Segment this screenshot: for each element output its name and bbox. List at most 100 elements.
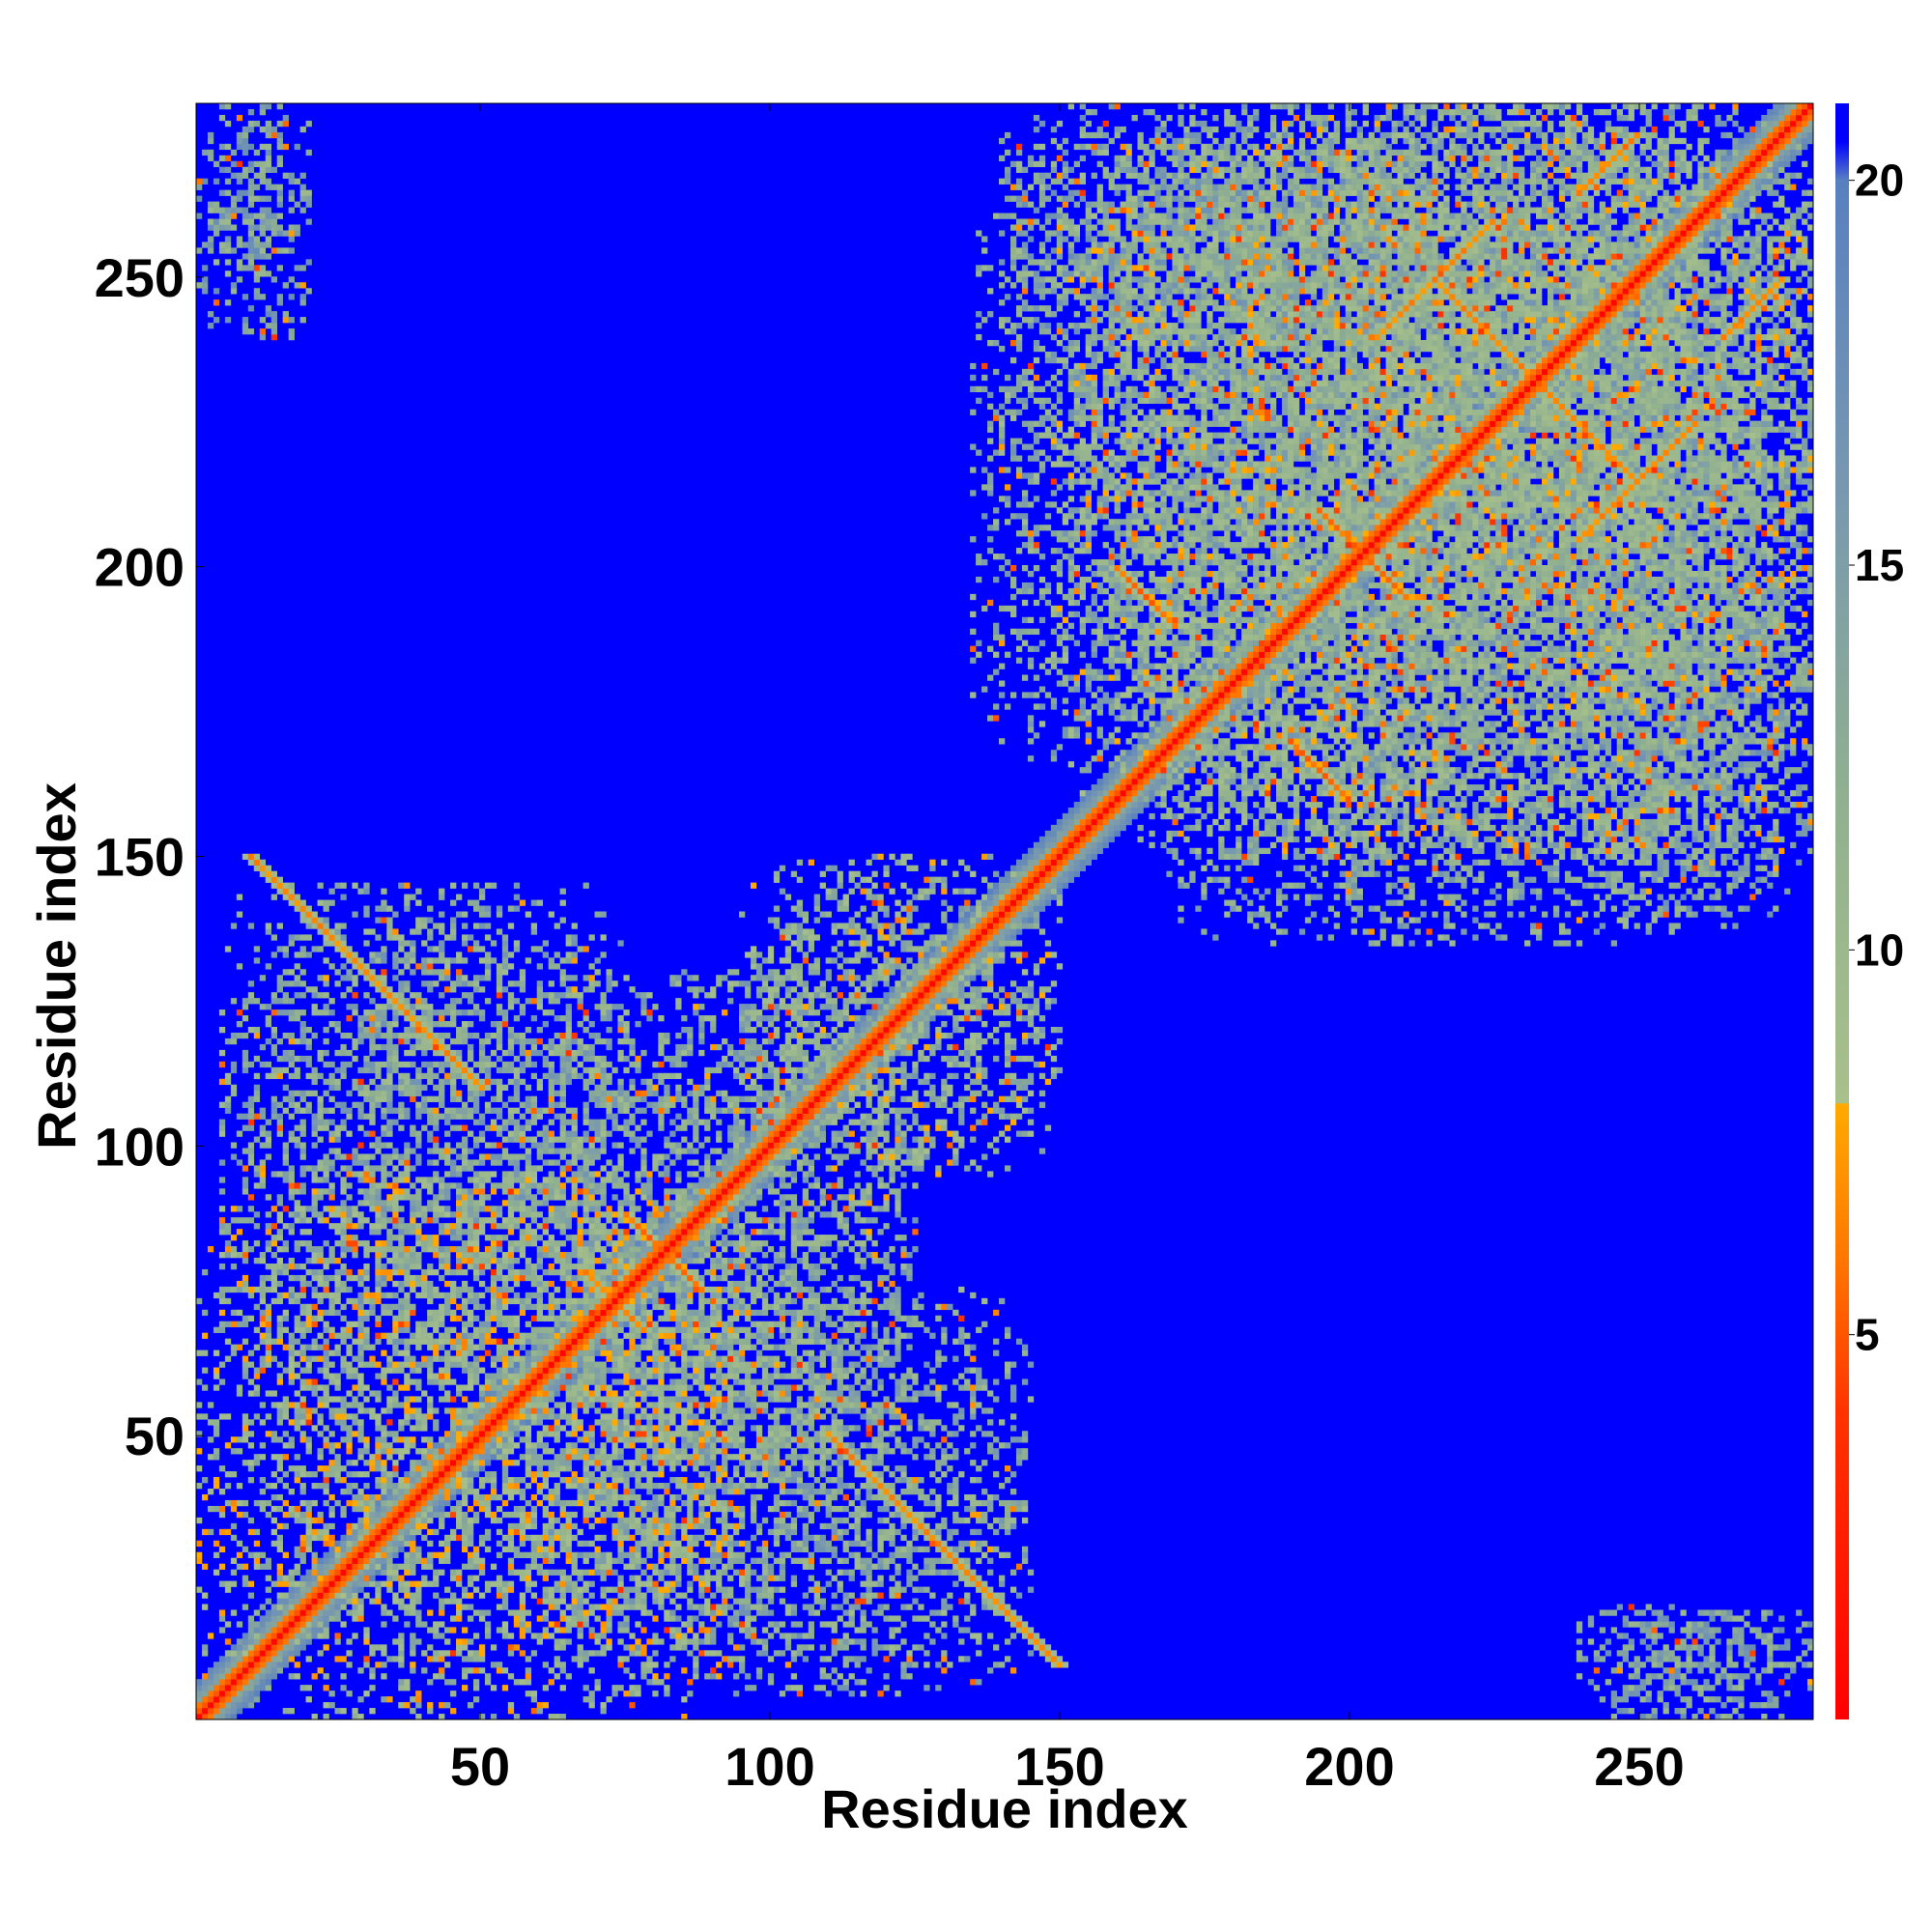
heatmap-cell bbox=[334, 1563, 341, 1570]
heatmap-cell bbox=[658, 1493, 665, 1501]
heatmap-cell bbox=[871, 1390, 878, 1397]
heatmap-cell bbox=[439, 1355, 445, 1362]
heatmap-cell bbox=[276, 1604, 283, 1610]
heatmap-cell bbox=[594, 1569, 601, 1576]
heatmap-cell bbox=[542, 1407, 549, 1414]
heatmap-cell bbox=[687, 1522, 694, 1530]
heatmap-cell bbox=[323, 1586, 329, 1593]
heatmap-cell bbox=[750, 1569, 757, 1576]
heatmap-cell bbox=[842, 1350, 849, 1356]
heatmap-cell bbox=[242, 1696, 249, 1703]
heatmap-cell bbox=[218, 1511, 226, 1519]
heatmap-cell bbox=[918, 1569, 924, 1576]
heatmap-cell bbox=[334, 1407, 347, 1414]
heatmap-cell bbox=[410, 1557, 416, 1564]
heatmap-cell bbox=[681, 1396, 688, 1403]
heatmap-cell bbox=[716, 1436, 723, 1443]
heatmap-cell bbox=[1015, 1460, 1023, 1466]
heatmap-cell bbox=[842, 1528, 849, 1536]
heatmap-cell bbox=[1703, 1714, 1710, 1720]
heatmap-cell bbox=[472, 1493, 480, 1501]
heatmap-cell bbox=[421, 1477, 428, 1484]
heatmap-cell bbox=[305, 1685, 312, 1691]
heatmap-cell bbox=[784, 1465, 792, 1472]
heatmap-cell bbox=[918, 1489, 924, 1495]
heatmap-cell bbox=[848, 1575, 855, 1581]
heatmap-cell bbox=[565, 1522, 572, 1530]
heatmap-cell bbox=[247, 1592, 255, 1599]
heatmap-cell bbox=[484, 1505, 492, 1513]
heatmap-cell bbox=[490, 1425, 497, 1432]
heatmap-cell bbox=[490, 1407, 497, 1414]
heatmap-cell bbox=[317, 1557, 324, 1564]
heatmap-cell bbox=[444, 1534, 451, 1542]
heatmap-cell bbox=[450, 1419, 457, 1426]
heatmap-cell bbox=[606, 1384, 612, 1391]
heatmap-cell bbox=[334, 1540, 341, 1548]
heatmap-cell bbox=[444, 1378, 451, 1385]
heatmap-cell bbox=[784, 1471, 792, 1478]
heatmap-cell bbox=[519, 1493, 526, 1501]
heatmap-cell bbox=[871, 1483, 878, 1490]
heatmap-cell bbox=[218, 1690, 226, 1697]
heatmap-cell bbox=[242, 1662, 249, 1668]
heatmap-cell bbox=[472, 1373, 480, 1379]
heatmap-cell bbox=[790, 1673, 798, 1680]
heatmap-cell bbox=[1755, 1673, 1762, 1680]
heatmap-cell bbox=[866, 1598, 872, 1605]
heatmap-cell bbox=[825, 1338, 832, 1345]
heatmap-cell bbox=[236, 1499, 243, 1507]
heatmap-cell bbox=[265, 1615, 272, 1622]
heatmap-cell bbox=[507, 1586, 515, 1593]
heatmap-cell bbox=[328, 1569, 335, 1576]
heatmap-cell bbox=[687, 1540, 699, 1548]
heatmap-cell bbox=[710, 1551, 723, 1558]
heatmap-cell bbox=[923, 1442, 930, 1449]
heatmap-cell bbox=[664, 1505, 670, 1513]
heatmap-cell bbox=[305, 1609, 312, 1616]
heatmap-cell bbox=[484, 1396, 492, 1403]
heatmap-cell bbox=[305, 1344, 312, 1350]
heatmap-cell bbox=[548, 1344, 554, 1350]
heatmap-cell bbox=[606, 1493, 612, 1501]
heatmap-cell bbox=[918, 1436, 924, 1443]
heatmap-cell bbox=[207, 1690, 214, 1697]
heatmap-cell bbox=[357, 1546, 364, 1553]
heatmap-cell bbox=[444, 1465, 451, 1472]
heatmap-cell bbox=[964, 1378, 971, 1385]
heatmap-cell bbox=[716, 1338, 723, 1345]
heatmap-cell bbox=[600, 1396, 607, 1403]
heatmap-cell bbox=[923, 1419, 930, 1426]
heatmap-cell bbox=[357, 1714, 364, 1720]
heatmap-cell bbox=[837, 1489, 843, 1495]
heatmap-cell bbox=[386, 1517, 393, 1524]
heatmap-cell bbox=[369, 1551, 376, 1558]
heatmap-cell bbox=[761, 1338, 769, 1345]
heatmap-cell bbox=[1645, 1673, 1652, 1680]
heatmap-cell bbox=[478, 1396, 486, 1403]
heatmap-cell bbox=[600, 1604, 607, 1610]
heatmap-cell bbox=[1703, 1609, 1710, 1616]
heatmap-cell bbox=[623, 1436, 630, 1443]
heatmap-cell bbox=[410, 1378, 416, 1385]
heatmap-cell bbox=[1674, 1685, 1681, 1691]
heatmap-cell bbox=[230, 1708, 238, 1715]
heatmap-cell bbox=[456, 1390, 463, 1397]
heatmap-cell bbox=[1691, 1685, 1698, 1691]
heatmap-cell bbox=[404, 1557, 411, 1564]
heatmap-cell bbox=[450, 1483, 457, 1490]
heatmap-cell bbox=[340, 1511, 347, 1519]
heatmap-cell bbox=[253, 1656, 261, 1662]
heatmap-cell bbox=[565, 1454, 572, 1461]
heatmap-cell bbox=[652, 1344, 659, 1350]
heatmap-cell bbox=[501, 1431, 509, 1437]
heatmap-cell bbox=[415, 1460, 422, 1466]
heatmap-cell bbox=[525, 1465, 532, 1472]
heatmap-cell bbox=[606, 1419, 612, 1426]
heatmap-cell bbox=[530, 1390, 538, 1397]
heatmap-cell bbox=[1005, 1465, 1011, 1472]
heatmap-cell bbox=[519, 1425, 526, 1432]
heatmap-cell bbox=[519, 1367, 526, 1374]
heatmap-cell bbox=[582, 1471, 589, 1478]
heatmap-cell bbox=[733, 1656, 740, 1662]
